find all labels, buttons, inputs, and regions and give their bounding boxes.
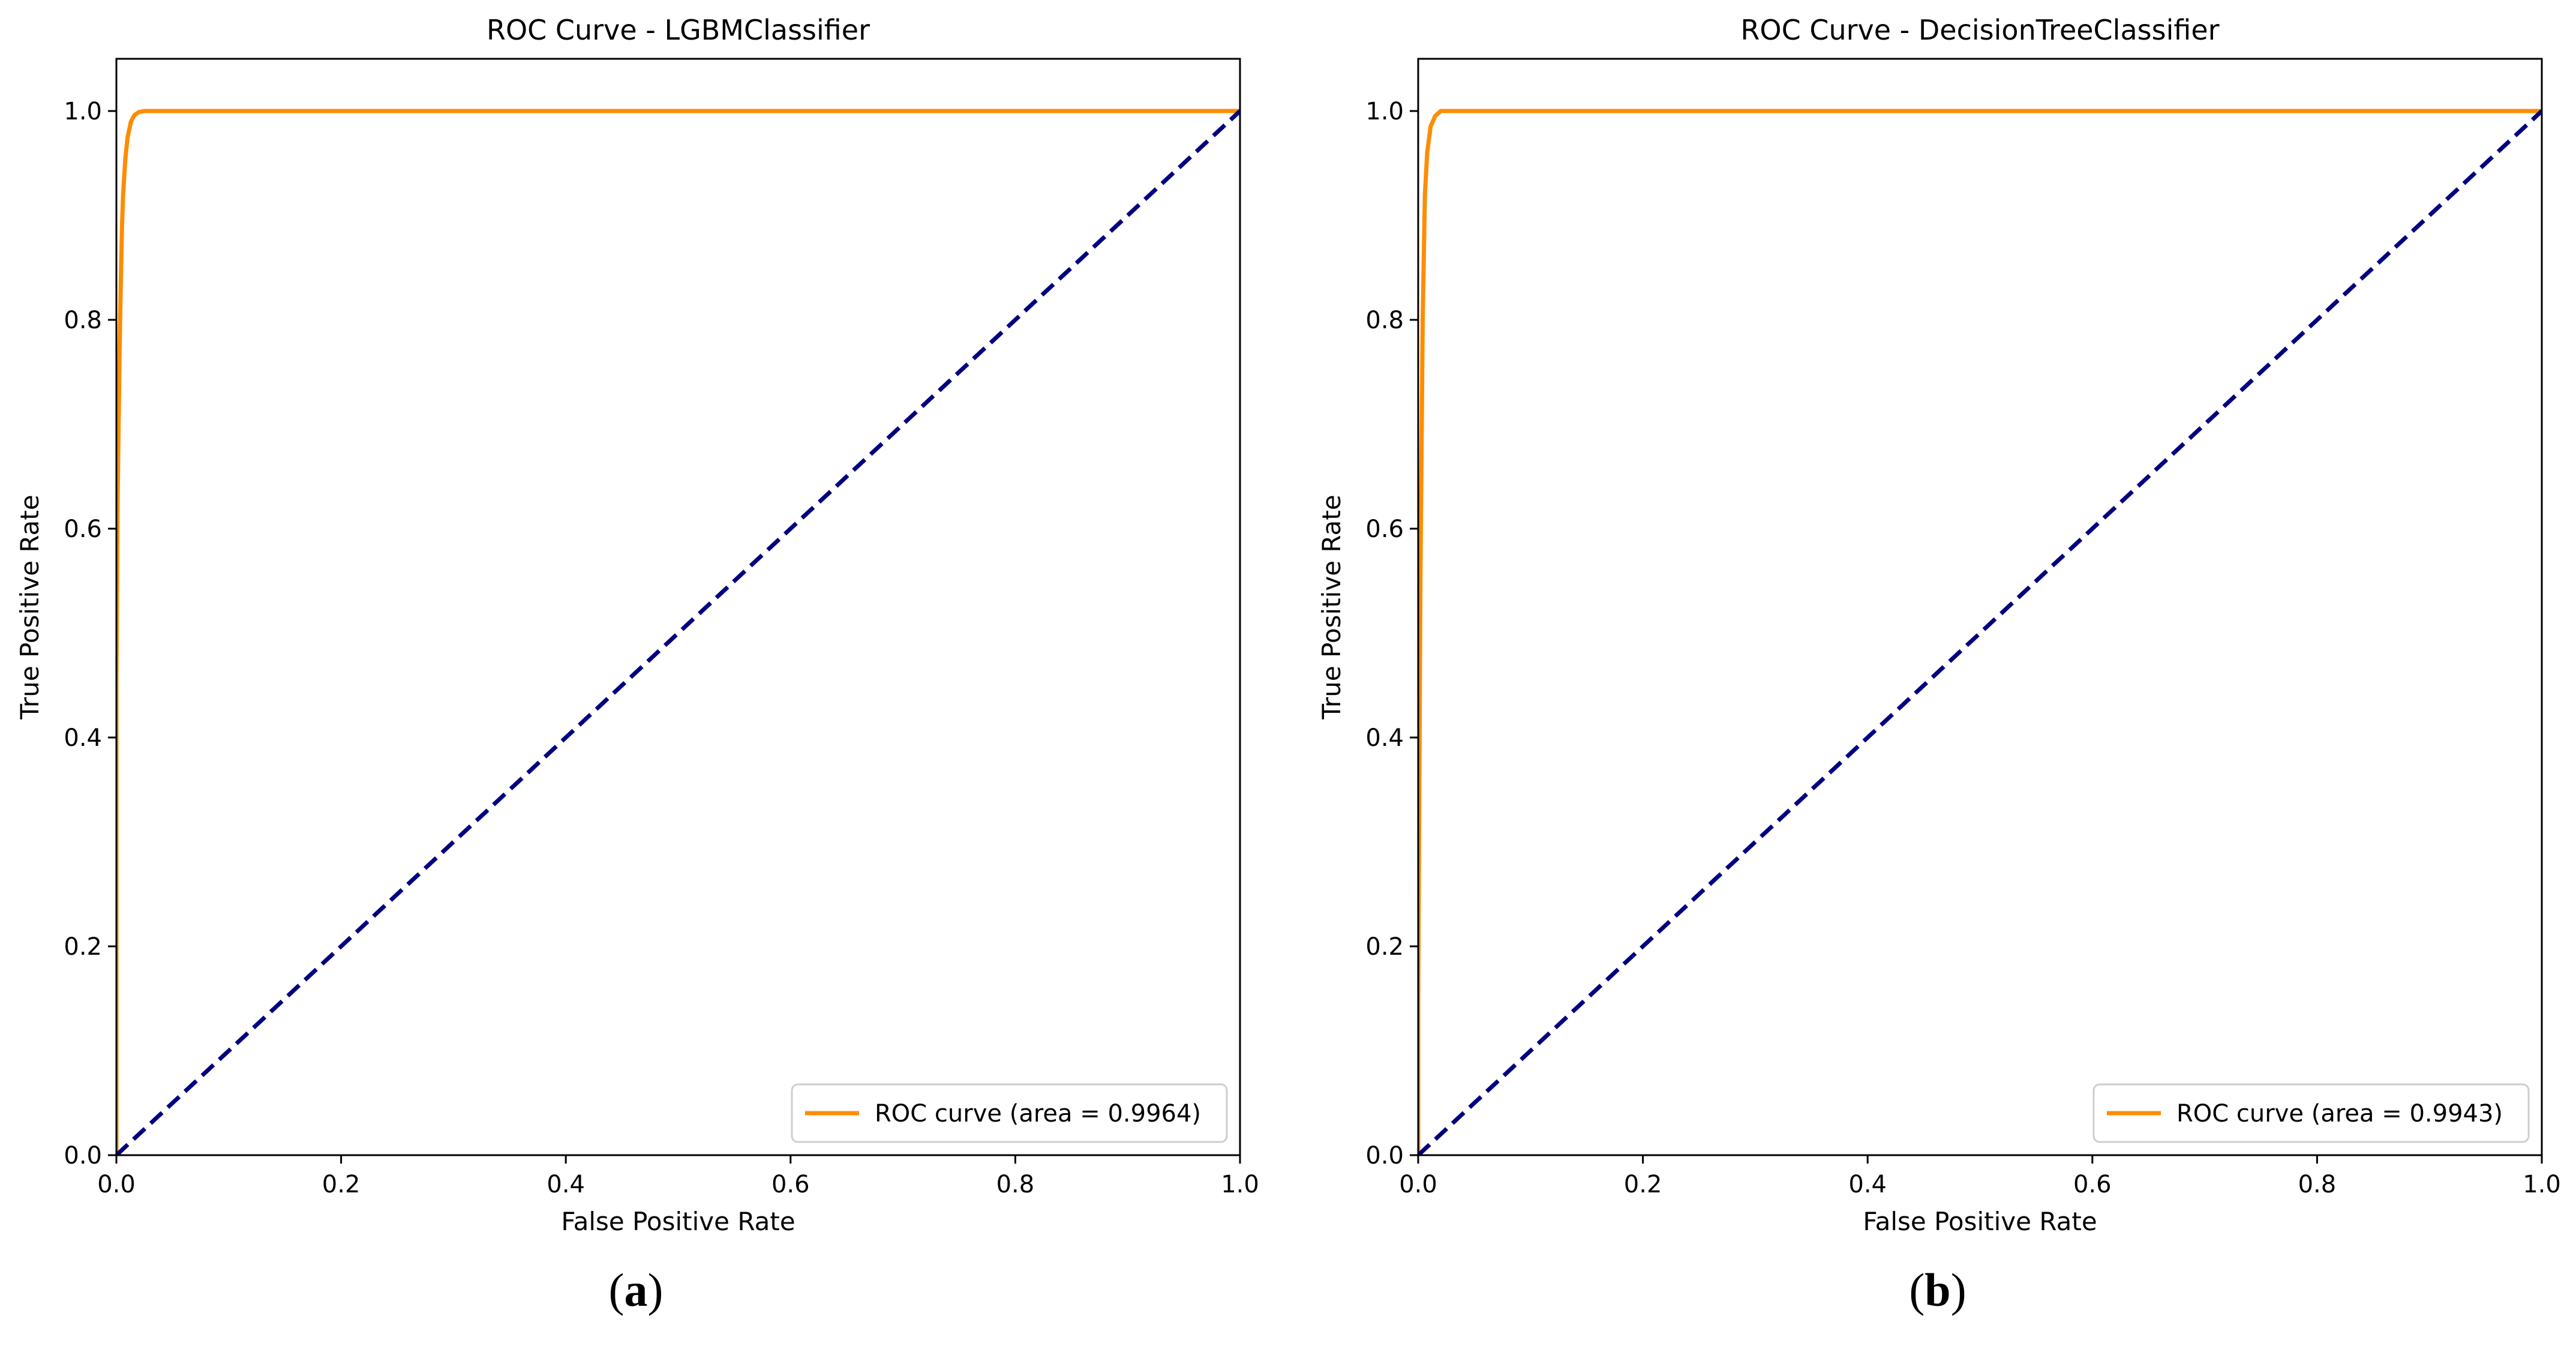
chart-2-legend-box (2092, 1083, 2530, 1143)
chart-1-ytick-label: 0.2 (64, 933, 102, 961)
chart-1-xtick-label: 0.8 (996, 1171, 1035, 1198)
chart-2-xtick-label: 1.0 (2523, 1171, 2561, 1198)
chart-2-roc-line (1418, 109, 2542, 1155)
chart-2-title: ROC Curve - DecisionTreeClassifier (1740, 14, 2219, 46)
chart-1-roc-line (116, 109, 1240, 1155)
chart-1-title: ROC Curve - LGBMClassifier (487, 14, 870, 46)
chart-1-chance-line (116, 109, 1240, 1155)
chart-2-ylabel: True Positive Rate (1317, 494, 1346, 720)
chart-1-ytick-label: 1.0 (64, 98, 102, 125)
chart-2-xtick-label: 0.2 (1624, 1171, 1662, 1198)
panel-label-b-caption: (b) (1909, 1264, 1966, 1316)
chart-1-legend-box (791, 1083, 1228, 1143)
chart-1-ytick-label: 0.0 (64, 1142, 102, 1170)
chart-1-xtick-label: 0.4 (547, 1171, 585, 1198)
panel-label-a: a (624, 1264, 648, 1316)
chart-1-ytick-label: 0.4 (64, 724, 102, 752)
chart-1-xtick-label: 0.2 (322, 1171, 361, 1198)
chart-2-ytick-label: 0.4 (1365, 724, 1404, 752)
panel-label-b: b (1925, 1264, 1951, 1316)
panel-label-a-caption: (a) (608, 1264, 663, 1316)
chart-2-xtick-label: 0.8 (2298, 1171, 2337, 1198)
chart-2-axes-frame (1417, 58, 2543, 1156)
chart-2-ytick-label: 0.6 (1365, 515, 1404, 543)
chart-2-xtick-label: 0.6 (2073, 1171, 2112, 1198)
chart-2-ytick-label: 0.8 (1365, 307, 1404, 334)
chart-1-axes-frame (115, 58, 1241, 1156)
chart-2-xlabel: False Positive Rate (1863, 1207, 2097, 1236)
chart-2-ytick-label: 1.0 (1365, 98, 1404, 125)
chart-1-legend-label: ROC curve (area = 0.9964) (875, 1100, 1201, 1128)
chart-1-xtick-label: 0.0 (97, 1171, 136, 1198)
chart-1-ytick-label: 0.6 (64, 515, 102, 543)
chart-1-ylabel: True Positive Rate (15, 494, 44, 720)
chart-2-xtick-label: 0.0 (1399, 1171, 1437, 1198)
chart-2-chance-line (1418, 109, 2542, 1155)
chart-1-xlabel: False Positive Rate (561, 1207, 795, 1236)
chart-1-xtick-label: 1.0 (1221, 1171, 1259, 1198)
chart-2-xtick-label: 0.4 (1848, 1171, 1887, 1198)
chart-2-ytick-label: 0.0 (1365, 1142, 1404, 1170)
chart-1-xtick-label: 0.6 (771, 1171, 810, 1198)
chart-2-legend-label: ROC curve (area = 0.9943) (2176, 1100, 2503, 1128)
chart-1-ytick-label: 0.8 (64, 307, 102, 334)
chart-2-ytick-label: 0.2 (1365, 933, 1404, 961)
